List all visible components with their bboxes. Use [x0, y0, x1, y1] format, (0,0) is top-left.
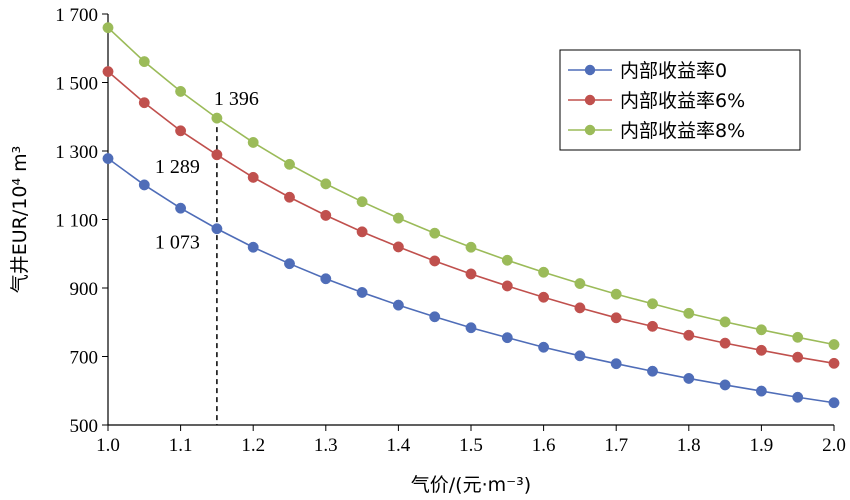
- data-point: [755, 385, 767, 397]
- data-point: [102, 153, 114, 164]
- data-point: [465, 241, 477, 253]
- data-point: [755, 344, 767, 356]
- data-point: [211, 112, 223, 124]
- data-point: [356, 287, 368, 298]
- data-point: [175, 202, 187, 214]
- data-point: [574, 350, 586, 362]
- x-tick-label: 2.0: [822, 435, 846, 456]
- data-point: [247, 171, 259, 183]
- data-point: [429, 311, 441, 323]
- data-point: [320, 273, 332, 285]
- data-point: [429, 255, 441, 267]
- y-tick-label: 1 500: [55, 74, 98, 95]
- data-point: [429, 227, 441, 239]
- y-tick-label: 900: [70, 279, 99, 300]
- data-point: [610, 288, 622, 300]
- legend-entry-label: 内部收益率8%: [620, 120, 745, 142]
- data-point: [755, 324, 767, 336]
- data-point: [284, 258, 295, 270]
- x-axis-title: 气价/(元·m⁻³): [411, 474, 531, 496]
- legend-entry-label: 内部收益率6%: [620, 90, 745, 112]
- x-tick-label: 1.8: [677, 435, 701, 456]
- data-point: [465, 268, 477, 280]
- x-tick-label: 1.0: [96, 435, 120, 456]
- data-point: [501, 332, 513, 344]
- y-tick-label: 1 700: [55, 5, 98, 26]
- data-point: [828, 357, 840, 369]
- data-point: [538, 341, 550, 353]
- data-point: [284, 191, 295, 203]
- data-point: [719, 316, 731, 328]
- legend-swatch-marker: [584, 124, 596, 136]
- annotation-label: 1 289: [155, 156, 200, 178]
- y-tick-label: 700: [70, 348, 99, 369]
- y-tick-label: 1 100: [55, 211, 98, 232]
- legend-swatch-marker: [584, 94, 596, 106]
- data-point: [102, 66, 114, 77]
- x-tick-label: 1.1: [169, 435, 193, 456]
- data-point: [356, 196, 368, 208]
- x-tick-label: 1.9: [750, 435, 774, 456]
- x-tick-label: 1.5: [459, 435, 483, 456]
- data-point: [175, 85, 187, 97]
- data-point: [501, 254, 513, 266]
- series-group: [102, 22, 840, 409]
- data-point: [538, 291, 550, 303]
- data-point: [647, 298, 658, 310]
- data-point: [392, 299, 404, 311]
- data-point: [138, 56, 150, 68]
- data-point: [392, 212, 404, 224]
- y-tick-label: 1 300: [55, 142, 98, 163]
- data-point: [828, 339, 840, 350]
- data-point: [683, 372, 695, 384]
- legend: 内部收益率0 内部收益率6% 内部收益率8%: [559, 49, 801, 151]
- data-point: [574, 302, 586, 314]
- x-tick-label: 1.4: [387, 435, 411, 456]
- data-point: [211, 223, 223, 235]
- data-point: [284, 158, 295, 170]
- annotation-label: 1 396: [214, 88, 259, 110]
- data-point: [683, 329, 695, 341]
- data-point: [102, 22, 114, 34]
- x-tick-label: 1.2: [241, 435, 265, 456]
- y-axis-title: 气井EUR/10⁴ m³: [9, 146, 31, 293]
- ticks: 1.0 1.1 1.2 1.3 1.4 1.5 1.6 1.7 1.8 1.9 2.0 500 700 9…: [55, 5, 846, 456]
- data-point: [610, 312, 622, 324]
- data-point: [320, 178, 332, 190]
- data-point: [538, 266, 550, 278]
- data-point: [792, 351, 804, 363]
- data-point: [320, 209, 332, 221]
- data-point: [247, 136, 259, 148]
- annotations-group: 1 396 1 289 1 073: [155, 88, 259, 254]
- data-point: [247, 241, 259, 253]
- data-point: [465, 322, 477, 334]
- data-point: [574, 278, 586, 289]
- legend-box: [559, 49, 801, 151]
- data-point: [647, 365, 658, 377]
- annotation-label: 1 073: [155, 232, 200, 254]
- x-tick-label: 1.3: [314, 435, 338, 456]
- data-point: [683, 307, 695, 319]
- data-point: [138, 97, 150, 109]
- data-point: [211, 149, 223, 161]
- data-point: [356, 226, 368, 238]
- data-point: [138, 179, 150, 191]
- data-point: [647, 320, 658, 332]
- data-point: [792, 331, 804, 343]
- data-point: [719, 337, 731, 349]
- data-point: [392, 241, 404, 253]
- legend-swatch-marker: [584, 64, 596, 76]
- x-tick-label: 1.7: [604, 435, 628, 456]
- x-tick-label: 1.6: [532, 435, 556, 456]
- data-point: [828, 397, 840, 409]
- legend-entry-label: 内部收益率0: [620, 60, 727, 82]
- data-point: [501, 280, 513, 292]
- y-tick-label: 500: [70, 416, 99, 437]
- data-point: [792, 391, 804, 403]
- data-point: [175, 125, 187, 137]
- data-point: [719, 379, 731, 391]
- data-point: [610, 358, 622, 370]
